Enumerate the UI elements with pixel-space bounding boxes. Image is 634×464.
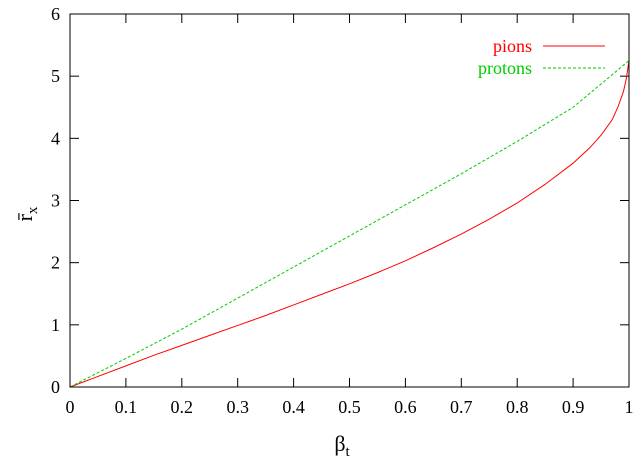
series-line-pions [69, 60, 630, 388]
x-tick-label: 0.8 [506, 397, 529, 417]
x-tick-label: 1 [625, 397, 634, 417]
legend-label-pions: pions [493, 36, 532, 56]
x-tick-label: 0.6 [394, 397, 417, 417]
y-tick-labels: 0 1 2 3 4 5 6 [51, 4, 60, 397]
x-axis-label-main: β [334, 431, 345, 456]
y-tick-label: 0 [51, 377, 60, 397]
x-tick-label: 0.7 [450, 397, 473, 417]
y-tick-label: 1 [51, 315, 60, 335]
series-layer [69, 60, 630, 388]
legend: pions protons [478, 36, 605, 78]
y-tick-label: 2 [51, 253, 60, 273]
plot-frame [69, 13, 630, 388]
y-tick-label: 6 [51, 4, 60, 24]
y-axis-label-main: r̄ [12, 213, 37, 222]
x-tick-label: 0.9 [562, 397, 585, 417]
legend-label-protons: protons [478, 58, 532, 78]
x-tick-label: 0.4 [282, 397, 305, 417]
y-tick-label: 3 [51, 191, 60, 211]
x-tick-label: 0.2 [171, 397, 194, 417]
x-axis-label: βt [334, 431, 350, 460]
y-tick-label: 4 [51, 128, 60, 148]
x-tick-label: 0 [66, 397, 75, 417]
x-tick-label: 0.3 [226, 397, 249, 417]
x-tick-labels: 0 0.1 0.2 0.3 0.4 0.5 0.6 0.7 0.8 0.9 1 [66, 397, 634, 417]
y-axis-label: r̄x [12, 206, 41, 221]
x-tick-label: 0.1 [115, 397, 138, 417]
x-tick-label: 0.5 [338, 397, 361, 417]
axis-ticks [69, 13, 630, 388]
x-axis-label-sub: t [346, 444, 351, 460]
series-line-protons [69, 60, 630, 388]
y-tick-label: 5 [51, 66, 60, 86]
y-axis-label-sub: x [25, 206, 41, 214]
